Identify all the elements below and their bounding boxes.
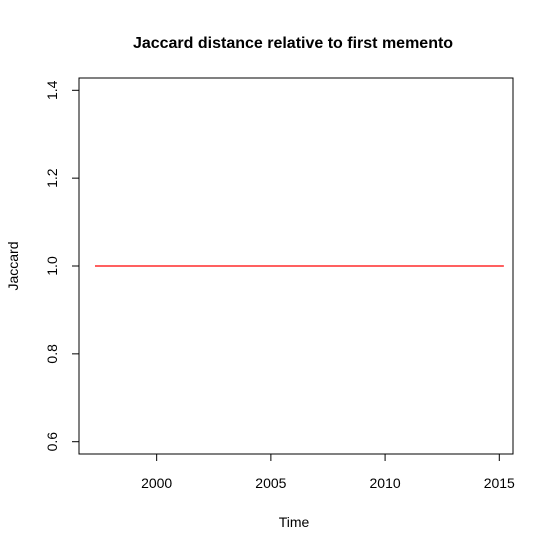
x-tick-label: 2010 (370, 475, 401, 491)
x-axis-title: Time (279, 514, 310, 530)
x-axis: 2000 2005 2010 2015 (141, 454, 515, 491)
y-axis-title: Jaccard (5, 241, 21, 290)
x-tick-label: 2000 (141, 475, 172, 491)
y-tick-label: 0.8 (44, 344, 60, 364)
x-tick-label: 2015 (484, 475, 515, 491)
y-tick-label: 1.2 (44, 168, 60, 188)
y-tick-label: 1.0 (44, 256, 60, 276)
x-tick-label: 2005 (255, 475, 286, 491)
y-tick-label: 0.6 (44, 432, 60, 452)
y-axis: 0.6 0.8 1.0 1.2 1.4 (44, 80, 79, 451)
chart-title: Jaccard distance relative to first memen… (133, 35, 453, 52)
y-tick-label: 1.4 (44, 80, 60, 100)
